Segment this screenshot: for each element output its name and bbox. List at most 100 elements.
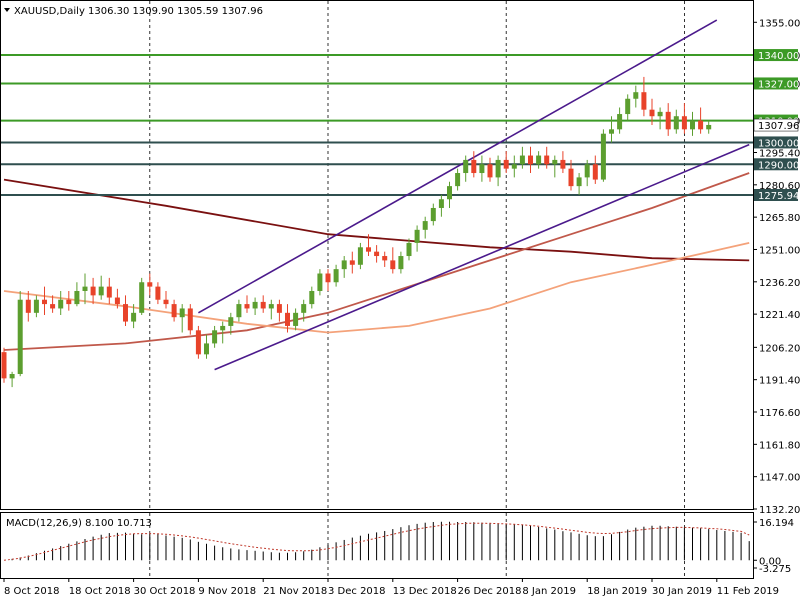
candle-body bbox=[123, 304, 128, 322]
candle bbox=[204, 334, 209, 359]
channel-line-lower bbox=[214, 143, 750, 371]
candle-body bbox=[390, 260, 396, 270]
level-label-box bbox=[754, 188, 798, 201]
candle bbox=[17, 290, 23, 377]
candle-body bbox=[139, 282, 145, 313]
candle bbox=[438, 194, 444, 217]
candle bbox=[66, 290, 72, 311]
candle-body bbox=[617, 114, 623, 130]
candle bbox=[317, 269, 323, 296]
time-tick-label: 3 Dec 2018 bbox=[328, 586, 386, 597]
candle bbox=[681, 103, 687, 134]
candle bbox=[228, 312, 234, 335]
current-price-box bbox=[753, 118, 799, 132]
candle bbox=[114, 288, 120, 309]
candle-body bbox=[357, 247, 363, 265]
candle-body bbox=[204, 343, 209, 355]
candle-body bbox=[536, 155, 542, 165]
price-tick-label: 1191.40 bbox=[759, 376, 800, 387]
candle-body bbox=[690, 120, 695, 130]
candle bbox=[236, 299, 242, 322]
candle-body bbox=[528, 155, 533, 165]
time-tick-label: 26 Dec 2018 bbox=[458, 586, 522, 597]
candle bbox=[382, 251, 388, 267]
candle-body bbox=[511, 164, 517, 169]
candle bbox=[560, 151, 566, 174]
candle bbox=[455, 168, 461, 191]
candle-body bbox=[301, 304, 307, 313]
candle bbox=[406, 238, 412, 261]
candle bbox=[592, 155, 598, 184]
candle bbox=[487, 157, 493, 182]
candle bbox=[471, 151, 477, 178]
price-tick-label: 1251.00 bbox=[759, 245, 800, 256]
level-label: 1327.00 bbox=[758, 79, 799, 90]
candle bbox=[609, 116, 614, 143]
candle bbox=[503, 151, 509, 174]
candle bbox=[252, 297, 258, 316]
candle bbox=[673, 109, 679, 134]
candle bbox=[123, 295, 128, 326]
candle-body bbox=[519, 155, 525, 165]
level-label-box bbox=[754, 136, 798, 149]
price-tick-label: 1295.40 bbox=[759, 148, 800, 159]
candle-body bbox=[544, 155, 550, 165]
candle bbox=[171, 299, 177, 322]
dropdown-triangle-icon[interactable] bbox=[4, 8, 10, 12]
candle bbox=[519, 146, 525, 169]
candle bbox=[600, 129, 606, 182]
candle-body bbox=[293, 312, 299, 326]
candle-body bbox=[657, 111, 663, 117]
level-label: 1290.00 bbox=[758, 160, 799, 171]
candle-body bbox=[341, 260, 347, 270]
candle-body bbox=[268, 304, 274, 309]
candle-body bbox=[106, 286, 112, 298]
candle-body bbox=[398, 256, 404, 270]
candle-body bbox=[66, 299, 72, 305]
candle-body bbox=[114, 297, 120, 305]
candle-body bbox=[325, 273, 331, 283]
candle-body bbox=[147, 282, 153, 287]
time-tick-label: 30 Oct 2018 bbox=[134, 586, 196, 597]
candle-body bbox=[568, 168, 574, 187]
price-tick-label: 1221.40 bbox=[759, 310, 800, 321]
candle bbox=[463, 155, 469, 182]
candle bbox=[301, 299, 307, 322]
candle-body bbox=[98, 286, 104, 296]
candle bbox=[33, 295, 39, 318]
candle bbox=[90, 277, 96, 305]
candle bbox=[195, 325, 201, 359]
candle-body bbox=[244, 304, 250, 309]
candle bbox=[325, 269, 331, 291]
time-tick-label: 21 Nov 2018 bbox=[263, 586, 327, 597]
candle bbox=[357, 242, 363, 270]
candle-body bbox=[260, 301, 266, 309]
candle-body bbox=[82, 286, 88, 291]
candle bbox=[179, 304, 185, 333]
candle bbox=[98, 275, 104, 300]
candle-body bbox=[447, 186, 452, 200]
candle-body bbox=[309, 290, 315, 305]
candle-body bbox=[641, 92, 647, 110]
candle bbox=[58, 290, 64, 316]
price-axis: 1355.001340.001327.001310.001295.401280.… bbox=[753, 18, 800, 516]
level-label: 1300.00 bbox=[758, 138, 799, 149]
candle bbox=[293, 308, 299, 331]
symbol-label: XAUUSD,Daily bbox=[14, 6, 85, 17]
candle-body bbox=[487, 164, 493, 178]
vertical-grid bbox=[149, 1, 685, 578]
price-channel bbox=[198, 19, 750, 371]
candle-body bbox=[463, 159, 469, 174]
candle-body bbox=[576, 177, 582, 187]
moving-averages bbox=[3, 172, 750, 351]
level-label-box bbox=[754, 77, 798, 90]
moving-average-line bbox=[3, 172, 750, 351]
time-tick-label: 11 Feb 2019 bbox=[717, 586, 779, 597]
candle-body bbox=[50, 304, 56, 309]
macd-axis: 16.194 0.00-3.275 bbox=[753, 518, 794, 575]
candle-body bbox=[90, 286, 96, 296]
candle bbox=[511, 155, 517, 178]
candle bbox=[544, 146, 550, 169]
candle-body bbox=[74, 290, 80, 305]
candle bbox=[366, 234, 371, 257]
